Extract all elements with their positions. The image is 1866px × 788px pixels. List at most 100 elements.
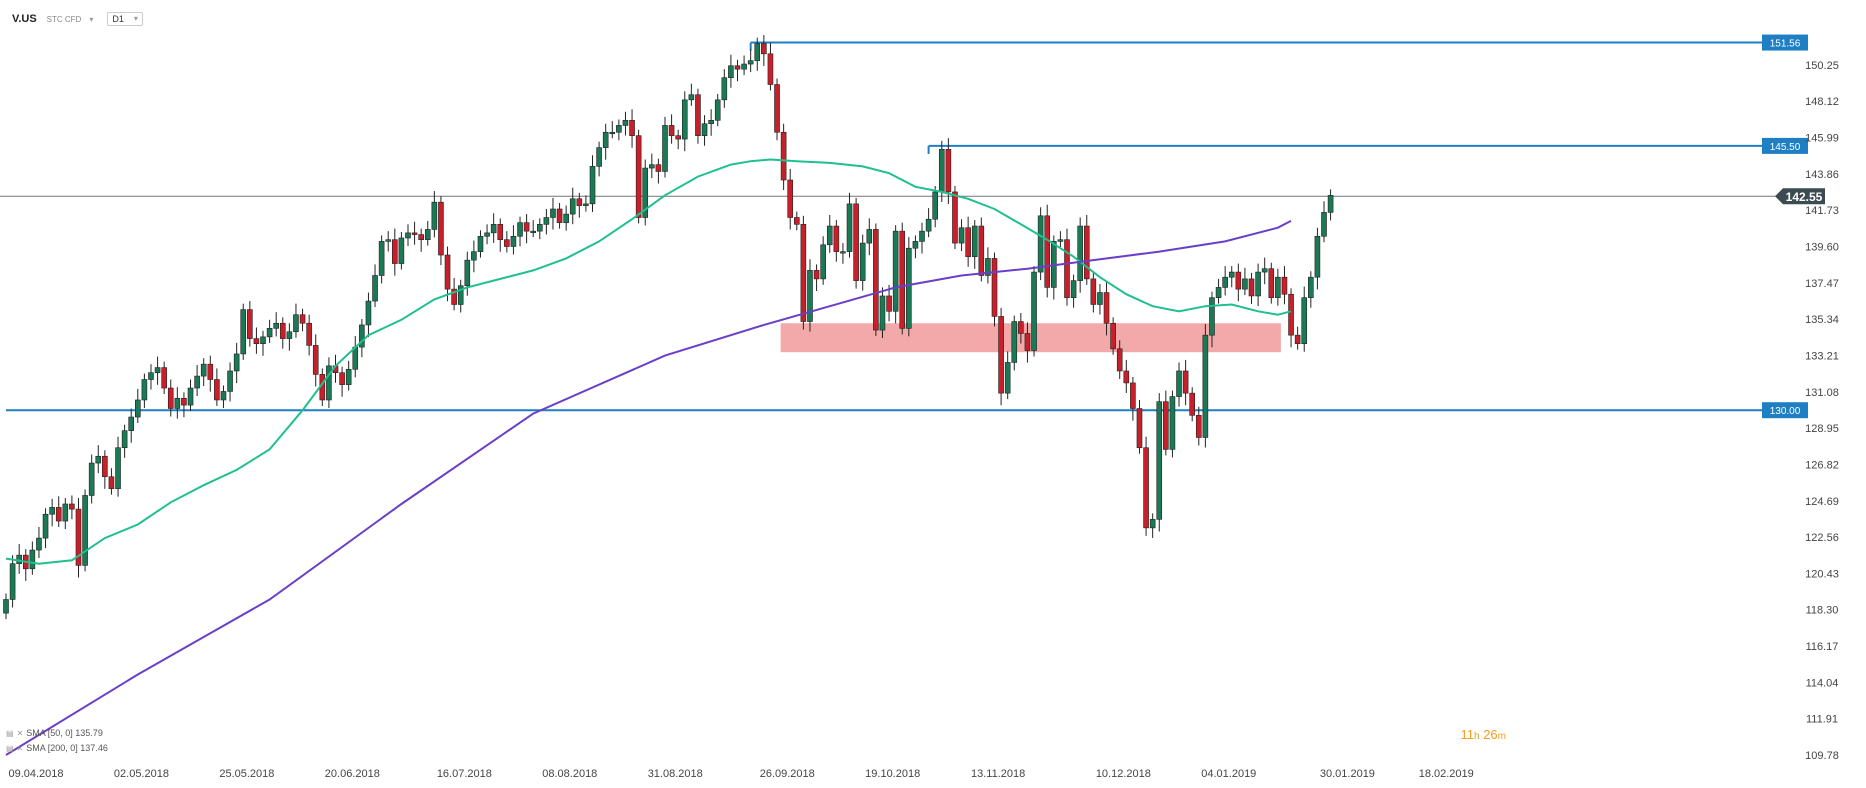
candle [517, 222, 523, 237]
indicator-legend-sma200[interactable]: ▤ ✕ SMA [200, 0] 137.46 [6, 743, 108, 753]
x-axis-tick-label: 09.04.2018 [8, 768, 63, 780]
y-axis-tick-label: 143.86 [1805, 169, 1839, 181]
timer-minutes-unit: m [1497, 731, 1506, 742]
candle [1228, 271, 1235, 278]
candle [510, 235, 517, 247]
candle [1314, 235, 1321, 278]
close-icon[interactable]: ✕ [16, 743, 24, 753]
candle [859, 242, 866, 281]
candle [326, 365, 332, 401]
candle [536, 224, 543, 232]
y-axis-tick-label: 148.12 [1805, 96, 1839, 108]
candle [457, 285, 464, 305]
candle [266, 328, 273, 338]
level-price-label: 130.00 [1770, 406, 1801, 417]
sma50-line [5, 158, 1292, 565]
candle [1077, 225, 1083, 281]
y-axis-tick-label: 128.95 [1805, 423, 1839, 435]
instrument-type-label: STC CFD [46, 14, 82, 24]
candle [622, 120, 629, 126]
candle [602, 131, 609, 148]
settings-icon[interactable]: ▤ [6, 728, 14, 738]
chevron-down-icon[interactable]: ▾ [89, 14, 94, 24]
timeframe-select[interactable]: D1 ▾ [107, 12, 143, 26]
candle [523, 222, 530, 232]
level-price-tag [1762, 402, 1808, 419]
candle [42, 513, 49, 539]
x-axis-tick-label: 02.05.2018 [114, 768, 169, 780]
y-axis-tick-label: 135.34 [1805, 314, 1839, 326]
candle [1268, 268, 1275, 298]
candle [214, 379, 220, 401]
y-axis-tick-label: 150.25 [1805, 60, 1839, 72]
candle [1176, 370, 1182, 397]
candle [958, 227, 965, 244]
candle [596, 147, 602, 167]
candle [405, 232, 411, 239]
candle [1044, 215, 1051, 288]
candle [589, 166, 596, 205]
candle [629, 120, 635, 136]
timer-hours-unit: h [1474, 731, 1480, 742]
x-axis-tick-label: 10.12.2018 [1096, 768, 1151, 780]
candle [484, 232, 490, 237]
y-axis-tick-label: 111.91 [1806, 714, 1838, 726]
candle [952, 191, 958, 244]
x-axis-tick-label: 13.11.2018 [971, 768, 1025, 780]
candle [899, 230, 906, 329]
candle [728, 65, 734, 78]
indicator-legend-sma50[interactable]: ▤ ✕ SMA [50, 0] 135.79 [6, 728, 103, 738]
candle [1275, 276, 1281, 298]
level-price-tag [1762, 137, 1808, 154]
candle [1011, 321, 1018, 363]
candle [3, 599, 9, 614]
candle [569, 198, 576, 215]
candle [1031, 271, 1037, 351]
candle [906, 247, 912, 329]
x-axis-tick-label: 18.02.2019 [1419, 768, 1474, 780]
candle [181, 397, 187, 406]
candle [1294, 334, 1301, 344]
y-axis-tick-label: 118.30 [1806, 605, 1839, 617]
candle [642, 167, 649, 218]
candle [971, 225, 978, 258]
y-axis-tick-label: 120.43 [1805, 568, 1839, 580]
candle [62, 503, 69, 522]
candle [1261, 268, 1268, 273]
candle [1235, 271, 1242, 290]
candle [616, 125, 622, 133]
candle [675, 135, 681, 140]
candle [826, 225, 833, 246]
candle [721, 77, 728, 101]
candle [29, 549, 36, 570]
candle [1255, 271, 1261, 297]
candle [787, 179, 794, 218]
candle [477, 235, 484, 252]
candle [1163, 401, 1169, 450]
candle [1097, 292, 1103, 305]
settings-icon[interactable]: ▤ [6, 743, 14, 753]
candle [1018, 321, 1024, 334]
candle [767, 53, 774, 85]
candle [846, 203, 853, 252]
sma200-line [5, 220, 1292, 756]
candle [253, 338, 260, 344]
candle [793, 217, 800, 225]
candle [998, 316, 1004, 394]
candle [840, 251, 846, 254]
level-price-tag [1762, 34, 1808, 51]
candle [9, 563, 16, 600]
candle [260, 336, 266, 344]
candle [1143, 447, 1149, 529]
candle [576, 198, 583, 206]
candle [879, 295, 886, 331]
candle [886, 295, 892, 312]
close-icon[interactable]: ✕ [16, 728, 24, 738]
candle [1064, 239, 1070, 298]
candle [662, 125, 668, 172]
candle [392, 239, 398, 264]
candle [207, 363, 214, 380]
candle [1103, 292, 1110, 324]
symbol-label[interactable]: V.US [12, 13, 37, 25]
